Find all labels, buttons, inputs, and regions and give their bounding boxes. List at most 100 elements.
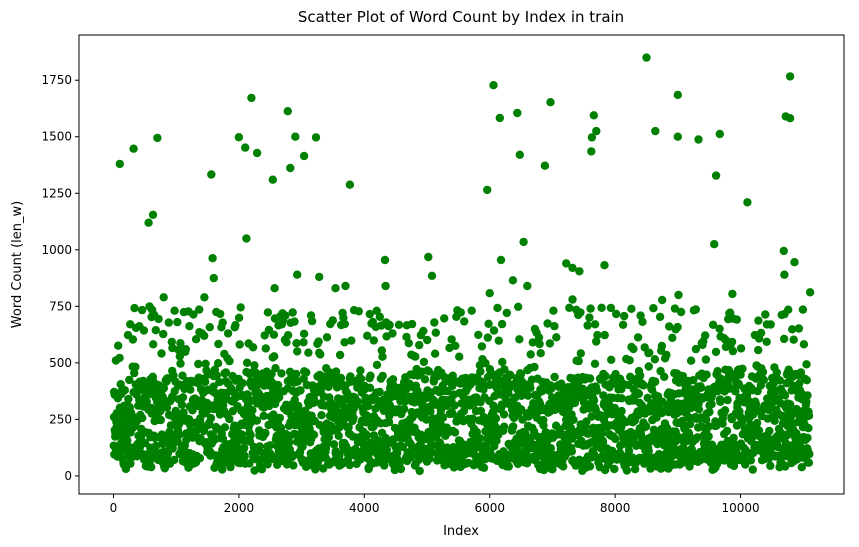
- data-point: [622, 466, 632, 475]
- data-point: [780, 270, 789, 279]
- data-point: [788, 325, 797, 334]
- data-point: [365, 309, 374, 319]
- y-tick-label: 1500: [41, 130, 72, 144]
- data-point: [167, 337, 176, 347]
- data-point: [218, 465, 227, 474]
- data-point: [644, 362, 653, 371]
- data-point: [805, 288, 815, 297]
- data-point: [751, 400, 761, 409]
- data-point: [125, 375, 134, 385]
- data-point: [618, 320, 628, 329]
- data-point: [201, 377, 210, 387]
- data-point: [345, 460, 354, 470]
- data-point: [746, 456, 756, 465]
- data-point: [583, 321, 592, 330]
- data-point: [576, 308, 585, 317]
- data-point: [785, 72, 795, 81]
- data-point: [159, 329, 168, 339]
- data-point: [639, 381, 648, 390]
- data-point: [651, 126, 660, 136]
- data-point: [779, 246, 788, 256]
- data-point: [142, 397, 151, 406]
- data-point: [483, 333, 492, 342]
- data-point: [674, 389, 684, 398]
- data-point: [633, 333, 643, 342]
- data-point: [498, 357, 507, 367]
- x-axis: 0 2000 4000 6000 8000 10000: [110, 494, 760, 515]
- data-point: [212, 371, 221, 380]
- data-point: [721, 335, 730, 345]
- data-point: [468, 414, 477, 423]
- data-point: [655, 312, 665, 322]
- data-point: [289, 461, 298, 470]
- data-point: [481, 359, 490, 368]
- data-point: [772, 368, 781, 377]
- data-point: [479, 463, 489, 472]
- data-point: [241, 143, 250, 152]
- data-point: [494, 336, 503, 345]
- data-point: [696, 383, 706, 392]
- data-point: [419, 357, 429, 367]
- data-point: [341, 281, 350, 291]
- data-point: [798, 305, 808, 314]
- data-point: [624, 446, 634, 455]
- data-point: [634, 389, 644, 398]
- data-point: [641, 422, 651, 431]
- data-point: [587, 412, 596, 421]
- data-point: [582, 417, 591, 426]
- y-axis: 0 250 500 750 1000 1250 1500 1750: [41, 73, 79, 483]
- data-point: [331, 367, 341, 376]
- data-point: [491, 414, 501, 423]
- y-tick-label: 1000: [41, 243, 72, 257]
- data-point: [401, 385, 411, 395]
- data-point: [635, 371, 645, 380]
- data-point: [252, 148, 262, 158]
- data-point: [195, 305, 204, 314]
- data-point: [537, 387, 547, 396]
- data-point: [796, 368, 806, 377]
- data-point: [447, 335, 456, 344]
- data-point: [288, 308, 297, 317]
- data-point: [378, 352, 387, 361]
- data-point: [509, 422, 518, 431]
- data-point: [424, 252, 433, 262]
- data-point: [195, 454, 205, 463]
- data-point: [363, 401, 373, 411]
- data-point: [539, 421, 548, 430]
- data-point: [144, 218, 153, 227]
- data-point: [497, 319, 507, 329]
- data-point: [398, 442, 407, 452]
- data-point: [514, 302, 523, 311]
- data-point: [250, 466, 259, 475]
- data-point: [205, 323, 214, 332]
- data-point: [299, 338, 308, 347]
- data-point: [292, 339, 301, 348]
- data-point: [176, 339, 185, 348]
- x-tick-label: 6000: [474, 501, 505, 515]
- data-point: [644, 446, 653, 456]
- data-point: [317, 411, 326, 420]
- data-point: [236, 303, 245, 312]
- data-point: [634, 411, 643, 420]
- data-point: [173, 317, 182, 327]
- data-point: [186, 426, 195, 436]
- data-point: [293, 270, 302, 279]
- data-point: [362, 411, 371, 420]
- data-point: [247, 93, 256, 103]
- data-point: [528, 338, 537, 347]
- data-point: [331, 284, 340, 293]
- data-point: [770, 416, 779, 425]
- data-point: [799, 340, 809, 349]
- x-tick-label: 10000: [721, 501, 759, 515]
- data-point: [560, 408, 570, 418]
- data-point: [519, 237, 528, 247]
- data-point: [592, 126, 601, 136]
- data-point: [575, 267, 584, 276]
- data-point: [115, 353, 124, 363]
- data-point: [642, 53, 651, 62]
- data-point: [286, 163, 295, 173]
- data-point: [324, 433, 334, 442]
- data-point: [589, 111, 598, 120]
- data-point: [500, 365, 509, 374]
- data-point: [649, 304, 658, 313]
